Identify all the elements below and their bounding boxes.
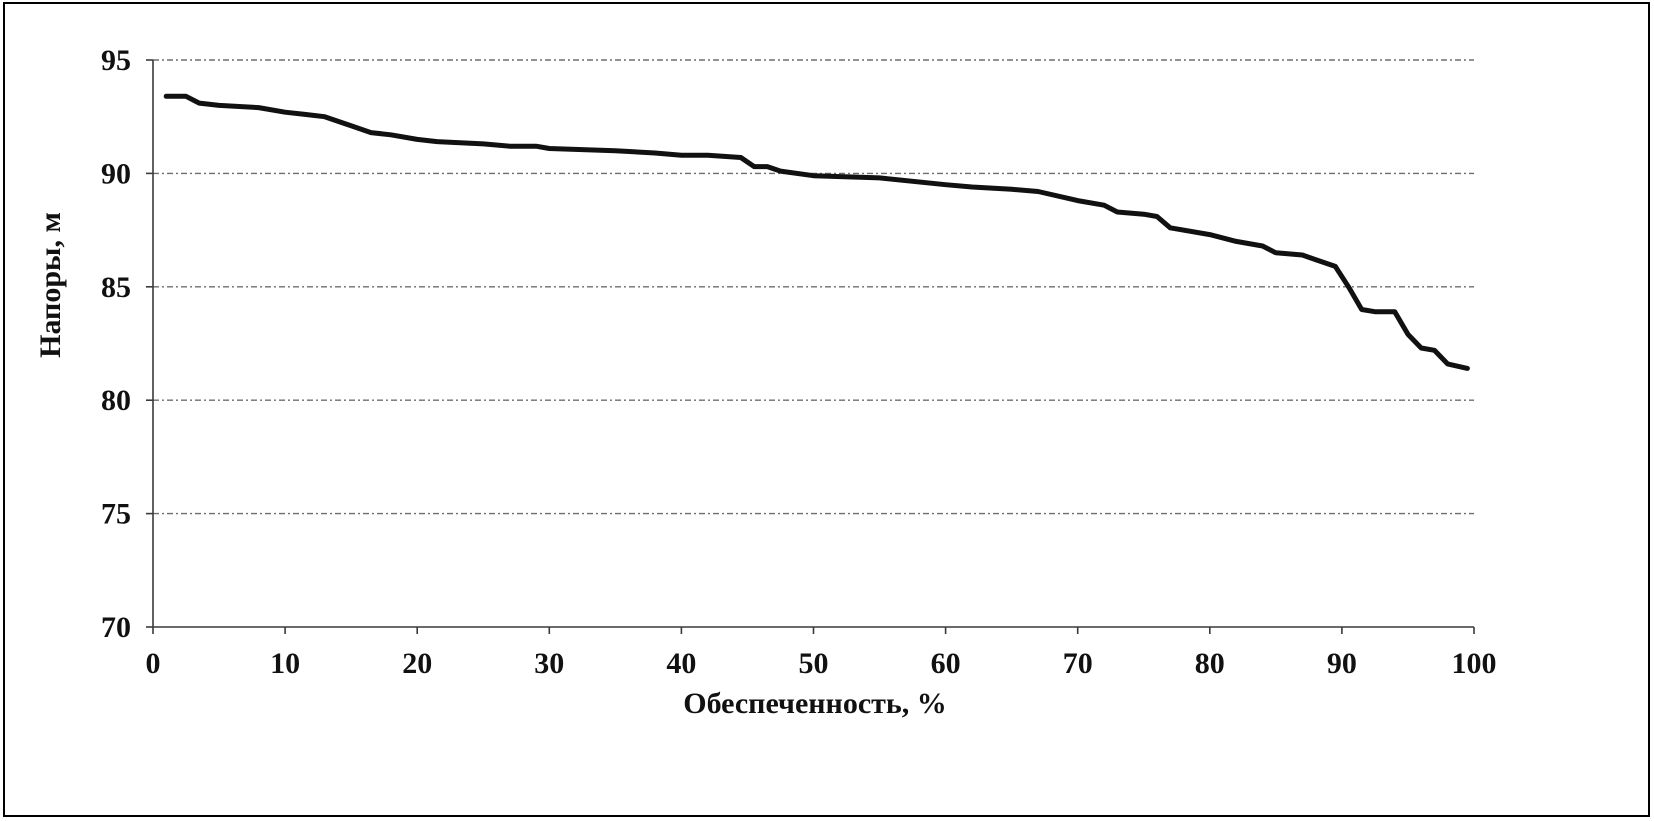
x-tick-label-40: 40 [666, 647, 696, 680]
y-axis-title: Напоры, м [34, 212, 67, 358]
y-tick-label-80: 80 [101, 384, 131, 417]
series-layer [163, 93, 1470, 371]
y-tick-labels: 70 75 80 85 90 95 [101, 44, 131, 644]
y-tick-label-70: 70 [101, 611, 131, 644]
x-tick-label-100: 100 [1452, 647, 1497, 680]
x-tick-label-80: 80 [1195, 647, 1225, 680]
x-tick-label-0: 0 [146, 647, 161, 680]
series-line-0 [163, 93, 1470, 371]
x-tick-labels: 0 10 20 30 40 50 60 70 80 90 100 [146, 647, 1497, 680]
x-axis-title: Обеспеченность, % [683, 687, 947, 720]
x-tick-label-20: 20 [402, 647, 432, 680]
y-tick-label-90: 90 [101, 157, 131, 190]
y-tick-label-85: 85 [101, 271, 131, 304]
chart-frame [3, 2, 1650, 817]
x-tick-label-90: 90 [1327, 647, 1357, 680]
y-tick-label-75: 75 [101, 498, 131, 531]
x-tick-label-10: 10 [270, 647, 300, 680]
axes [146, 59, 1475, 634]
x-tick-label-70: 70 [1063, 647, 1093, 680]
x-tick-label-30: 30 [534, 647, 564, 680]
y-tick-label-95: 95 [101, 44, 131, 77]
x-tick-label-50: 50 [799, 647, 829, 680]
x-tick-label-60: 60 [931, 647, 961, 680]
